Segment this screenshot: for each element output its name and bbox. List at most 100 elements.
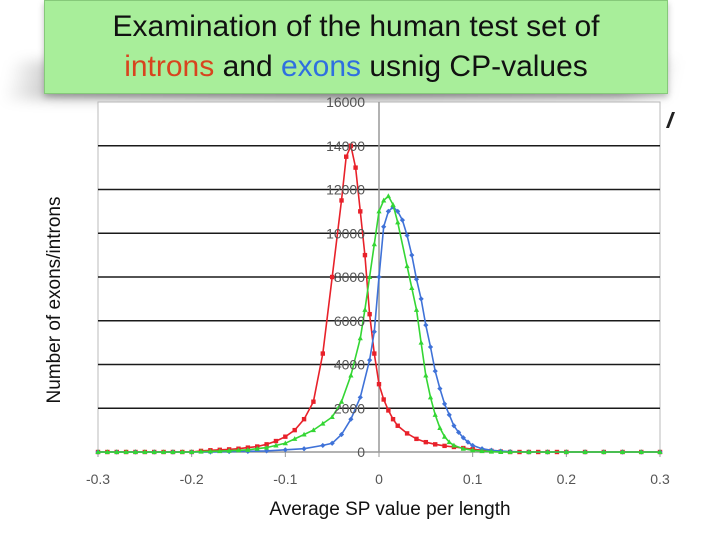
data-point	[498, 449, 504, 454]
data-point	[423, 322, 429, 328]
data-point	[414, 436, 419, 442]
data-point	[427, 394, 434, 400]
x-tick-label: -0.3	[86, 471, 110, 487]
data-point	[657, 449, 663, 454]
data-point	[479, 448, 485, 454]
y-tick-label: 14000	[326, 138, 365, 154]
data-point	[301, 446, 307, 452]
data-point	[545, 449, 551, 454]
data-point	[470, 442, 476, 449]
data-point	[395, 208, 401, 214]
data-point	[526, 449, 532, 454]
data-point	[563, 449, 569, 454]
data-point	[273, 442, 279, 448]
data-point	[357, 335, 363, 341]
title-line-1: Examination of the human test set of	[112, 10, 600, 43]
data-point	[329, 440, 335, 446]
x-tick-label: -0.1	[273, 471, 297, 487]
data-point	[264, 444, 270, 450]
data-point	[123, 449, 129, 454]
data-point	[470, 447, 476, 453]
data-point	[395, 423, 400, 428]
data-point	[413, 307, 420, 312]
data-point	[432, 412, 438, 417]
series-line	[98, 194, 660, 453]
data-point	[390, 202, 396, 207]
data-point	[441, 433, 448, 439]
data-point	[371, 241, 377, 247]
data-point	[619, 449, 626, 454]
data-point	[433, 442, 438, 447]
data-point	[348, 416, 354, 422]
data-point	[338, 398, 345, 404]
y-tick-label: 0	[357, 444, 365, 460]
data-point	[381, 224, 387, 230]
data-point	[320, 442, 326, 449]
y-tick-label: 6000	[334, 313, 365, 329]
data-point	[395, 219, 401, 225]
title-word-rest: usnig CP-values	[361, 50, 588, 83]
data-point	[338, 431, 345, 438]
data-point	[423, 439, 429, 445]
x-tick-label: 0.2	[557, 471, 577, 487]
data-point	[386, 408, 391, 413]
y-tick-label: 10000	[326, 225, 365, 241]
data-point	[638, 449, 644, 454]
corner-glyph	[666, 112, 675, 128]
data-point	[245, 447, 251, 452]
y-tick-label: 16000	[326, 94, 365, 110]
data-point	[362, 307, 368, 312]
data-point	[601, 449, 607, 454]
data-point	[441, 401, 448, 407]
data-point	[358, 209, 363, 214]
data-point	[329, 274, 335, 280]
data-point	[95, 449, 101, 454]
data-point	[353, 165, 358, 170]
y-axis-title: Number of exons/introns	[44, 197, 65, 404]
data-point	[235, 447, 242, 453]
data-point	[367, 274, 373, 279]
data-point	[104, 449, 110, 454]
series-2	[95, 193, 663, 454]
data-point	[488, 448, 494, 454]
data-point	[390, 416, 396, 422]
data-point	[179, 449, 185, 454]
data-point	[320, 420, 326, 426]
data-point	[451, 423, 457, 429]
data-point	[189, 449, 195, 454]
data-point	[348, 372, 354, 378]
data-point	[142, 449, 148, 454]
data-point	[217, 448, 223, 454]
x-tick-label: 0	[375, 471, 383, 487]
data-point	[582, 449, 588, 454]
data-point	[198, 448, 204, 454]
data-point	[465, 439, 471, 445]
title-word-introns: introns	[124, 50, 215, 83]
y-tick-label: 4000	[334, 357, 365, 373]
data-point	[311, 399, 316, 404]
data-point	[320, 351, 325, 356]
data-point	[404, 232, 410, 239]
data-point	[372, 351, 377, 356]
x-tick-label: 0.1	[463, 471, 483, 487]
data-point	[151, 449, 157, 454]
data-point	[367, 357, 373, 363]
data-point	[254, 445, 260, 451]
y-tick-label: 8000	[334, 269, 365, 285]
data-point	[283, 434, 288, 439]
data-point	[371, 329, 377, 335]
data-point	[301, 431, 307, 437]
data-point	[451, 442, 457, 448]
data-point	[292, 436, 298, 441]
data-point	[292, 427, 297, 433]
x-tick-label: 0.3	[650, 471, 670, 487]
data-point	[376, 274, 382, 280]
data-point	[376, 381, 382, 387]
corner-mark	[666, 112, 675, 128]
data-point	[385, 208, 391, 214]
data-point	[264, 442, 269, 447]
data-point	[301, 416, 307, 422]
data-point	[207, 448, 213, 454]
data-point	[409, 252, 415, 258]
